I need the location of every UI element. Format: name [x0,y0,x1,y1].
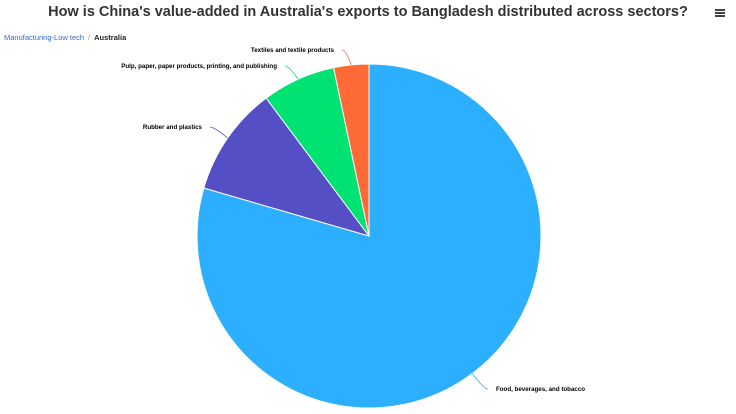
data-label-pulp-paper-paper-products-printing-and-publishing: Pulp, paper, paper products, printing, a… [121,63,277,70]
pie-slice-textiles-and-textile-products[interactable] [332,63,370,237]
connector-rubber-and-plastics [209,126,228,139]
breadcrumb-current: Australia [94,33,127,42]
connector-pulp-paper-paper-products-printing-and-publishing [284,65,299,80]
breadcrumb-parent-link[interactable]: Manufacturing-Low tech [4,33,85,42]
pie-slice-rubber-and-plastics[interactable] [203,97,371,237]
breadcrumb: Manufacturing-Low tech / Australia [4,33,126,42]
chart-title: How is China's value-added in Australia'… [48,4,688,20]
connector-food-beverages-and-tobacco [471,373,489,390]
data-label-food-beverages-and-tobacco: Food, beverages, and tobacco [496,386,585,393]
data-label-rubber-and-plastics: Rubber and plastics [143,124,203,131]
connector-textiles-and-textile-products [341,49,352,66]
hamburger-menu-icon[interactable] [713,6,727,20]
data-label-textiles-and-textile-products: Textiles and textile products [251,47,335,54]
breadcrumb-separator: / [88,33,91,42]
